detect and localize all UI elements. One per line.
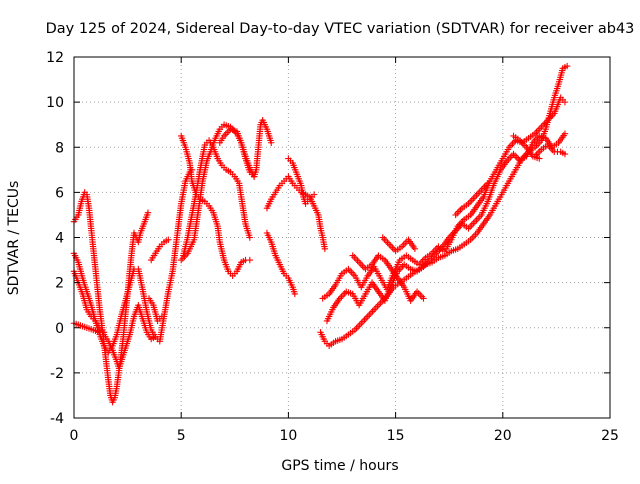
- y-tick-label: 2: [55, 276, 64, 292]
- grid-lines: [74, 57, 610, 418]
- data-point: [563, 62, 571, 70]
- data-point: [561, 150, 569, 158]
- y-tick-label: -2: [50, 366, 64, 382]
- series-5: [145, 295, 166, 325]
- y-tick-label: 6: [55, 185, 64, 201]
- data-point: [246, 256, 254, 264]
- y-tick-label: 10: [46, 95, 64, 111]
- data-point: [291, 290, 299, 298]
- data-markers: [70, 62, 571, 406]
- data-point: [484, 180, 491, 187]
- series-12: [263, 229, 299, 298]
- series-8: [180, 137, 254, 259]
- series-9: [178, 132, 254, 280]
- y-axis-label: SDTVAR / TECUs: [6, 181, 22, 296]
- y-tick-label: -4: [50, 411, 64, 427]
- series-16: [323, 130, 569, 325]
- series-19: [379, 234, 419, 255]
- x-tick-label: 5: [177, 428, 186, 444]
- y-tick-label: 0: [55, 321, 64, 337]
- x-tick-label: 25: [601, 428, 619, 444]
- data-point: [420, 295, 427, 302]
- x-tick-label: 20: [494, 428, 512, 444]
- data-point: [100, 329, 108, 336]
- chart-title: Day 125 of 2024, Sidereal Day-to-day VTE…: [46, 21, 635, 37]
- data-point: [165, 236, 172, 243]
- data-point: [561, 98, 569, 106]
- x-axis-label: GPS time / hours: [281, 458, 398, 474]
- data-point: [321, 245, 329, 252]
- series-20: [452, 180, 491, 219]
- tick-labels: 0 5 10 15 20 25 -4 -2 0 2 4 6 8 10 12: [46, 50, 619, 444]
- x-tick-label: 10: [279, 428, 297, 444]
- plot-frame: [73, 56, 611, 419]
- data-point: [144, 209, 152, 216]
- series-14: [317, 62, 571, 349]
- series-21: [510, 132, 543, 162]
- data-point: [310, 191, 318, 198]
- x-tick-label: 15: [387, 428, 405, 444]
- series-10: [216, 126, 258, 180]
- series-2: [70, 166, 196, 356]
- data-point: [152, 333, 159, 340]
- series-11: [263, 173, 329, 252]
- data-point: [246, 234, 254, 241]
- series-18: [349, 252, 427, 304]
- data-point: [158, 313, 166, 320]
- data-point: [250, 173, 258, 180]
- data-point: [561, 130, 569, 137]
- y-tick-label: 12: [46, 50, 64, 66]
- data-point: [268, 139, 275, 146]
- series-6: [147, 236, 172, 264]
- data-point: [536, 155, 543, 162]
- data-point: [411, 245, 419, 252]
- series-15: [319, 94, 569, 302]
- plot-border: [73, 56, 611, 419]
- y-tick-label: 4: [55, 231, 64, 247]
- series-13: [285, 155, 318, 207]
- y-tick-label: 8: [55, 140, 64, 156]
- x-tick-label: 0: [70, 428, 79, 444]
